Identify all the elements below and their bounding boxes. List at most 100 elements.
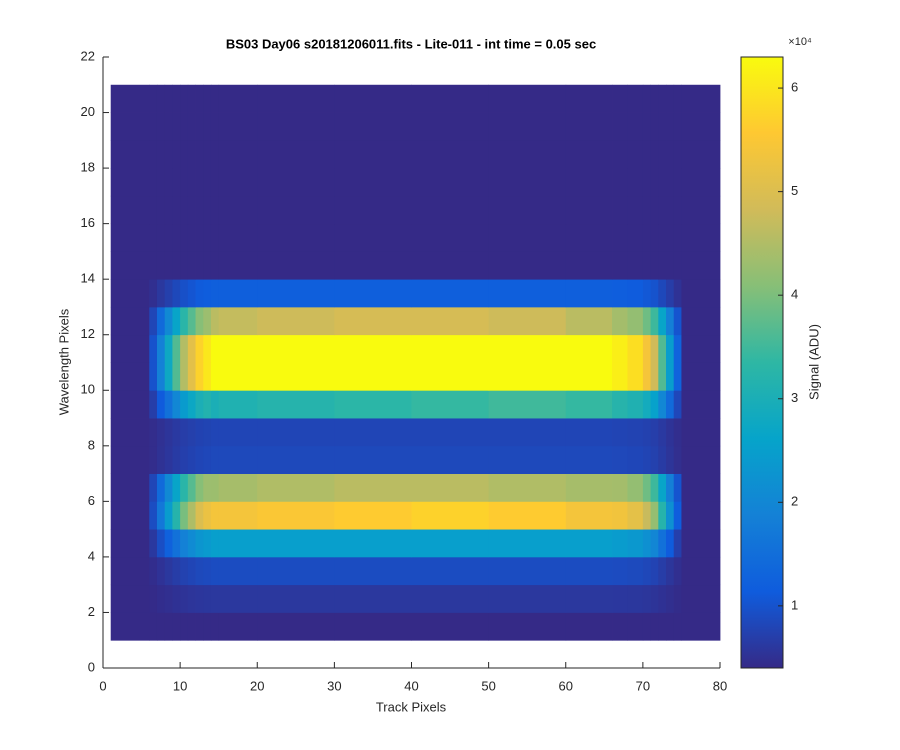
heatmap-cell [612, 251, 628, 280]
heatmap-cell [673, 279, 682, 308]
heatmap-cell [612, 473, 628, 502]
heatmap-cell [411, 112, 490, 141]
heatmap-cell [110, 140, 150, 169]
heatmap-cell [334, 584, 412, 613]
heatmap-cell [164, 362, 173, 391]
heatmap-cell [218, 223, 258, 252]
heatmap-cell [149, 334, 158, 363]
heatmap-cell [110, 529, 150, 558]
heatmap-cell [666, 612, 675, 641]
heatmap-cell [642, 168, 651, 197]
heatmap-cell [172, 168, 181, 197]
heatmap-cell [257, 279, 335, 308]
heatmap-cell [488, 445, 567, 474]
heatmap-cell [110, 556, 150, 586]
heatmap-cell [164, 445, 173, 474]
y-tick-label: 14 [81, 271, 95, 286]
heatmap-cell [658, 279, 667, 308]
heatmap-cell [156, 223, 166, 252]
heatmap-cell [612, 612, 628, 641]
heatmap-cell [612, 84, 628, 113]
heatmap-cell [612, 418, 628, 447]
heatmap-cell [627, 445, 644, 474]
heatmap-cell [627, 473, 644, 502]
heatmap-cell [666, 334, 675, 363]
heatmap-cell [658, 84, 667, 113]
heatmap-cell [565, 445, 613, 474]
heatmap-cell [156, 140, 166, 169]
heatmap-cell [681, 612, 721, 641]
heatmap-cell [666, 445, 675, 474]
heatmap-cell [673, 112, 682, 141]
heatmap-cell [627, 612, 644, 641]
heatmap-cell [180, 529, 189, 558]
x-tick-label: 60 [559, 678, 573, 693]
colorbar-tick-label: 2 [791, 494, 798, 509]
heatmap-cell [210, 306, 220, 336]
heatmap-cell [180, 612, 189, 641]
heatmap-cell [187, 612, 196, 641]
heatmap-cell [673, 362, 682, 391]
heatmap-cell [187, 390, 196, 419]
heatmap-cell [172, 584, 181, 613]
heatmap-cell [673, 445, 682, 474]
heatmap-cell [149, 223, 158, 252]
heatmap-cell [218, 612, 258, 641]
heatmap-cell [565, 418, 613, 447]
heatmap-cell [681, 251, 721, 280]
heatmap-cell [612, 223, 628, 252]
heatmap-cell [187, 334, 196, 363]
heatmap-cell [187, 168, 196, 197]
heatmap-cell [565, 529, 613, 558]
heatmap-cell [666, 223, 675, 252]
heatmap-cell [110, 612, 150, 641]
heatmap-cell [156, 501, 166, 530]
heatmap-cell [334, 306, 412, 336]
heatmap-cell [164, 390, 173, 419]
heatmap-cell [334, 140, 412, 169]
heatmap-cell [257, 84, 335, 113]
heatmap-cell [650, 334, 659, 363]
heatmap-cell [149, 112, 158, 141]
heatmap-cell [411, 306, 490, 336]
heatmap-cell [673, 584, 682, 613]
heatmap-cell [612, 334, 628, 363]
heatmap-cell [164, 279, 173, 308]
heatmap-cell [164, 168, 173, 197]
heatmap-cell [210, 501, 220, 530]
heatmap-cell [195, 223, 204, 252]
heatmap-cell [172, 140, 181, 169]
heatmap-cell [203, 584, 212, 613]
heatmap-cell [156, 418, 166, 447]
heatmap-cell [673, 168, 682, 197]
heatmap-cell [110, 168, 150, 197]
heatmap-cell [195, 112, 204, 141]
chart-title: BS03 Day06 s20181206011.fits - Lite-011 … [226, 36, 596, 51]
x-axis-label: Track Pixels [376, 699, 447, 714]
heatmap-cell [666, 195, 675, 225]
heatmap-cell [658, 418, 667, 447]
heatmap-cell [411, 390, 490, 419]
heatmap-cell [334, 556, 412, 586]
heatmap-cell [658, 223, 667, 252]
heatmap-cell [210, 556, 220, 586]
heatmap-cell [257, 168, 335, 197]
heatmap-cell [650, 473, 659, 502]
colorbar [740, 56, 784, 669]
heatmap-cell [627, 584, 644, 613]
heatmap-cell [411, 140, 490, 169]
heatmap-cell [187, 112, 196, 141]
heatmap-cell [149, 612, 158, 641]
heatmap-cell [681, 584, 721, 613]
heatmap-cell [164, 334, 173, 363]
heatmap-cell [172, 112, 181, 141]
heatmap-cell [257, 390, 335, 419]
heatmap-cell [149, 584, 158, 613]
heatmap-cell [172, 612, 181, 641]
heatmap-cell [218, 584, 258, 613]
heatmap-cell [218, 418, 258, 447]
heatmap-cell [334, 84, 412, 113]
heatmap-cell [149, 556, 158, 586]
heatmap-cell [488, 251, 567, 280]
heatmap-cell [110, 445, 150, 474]
